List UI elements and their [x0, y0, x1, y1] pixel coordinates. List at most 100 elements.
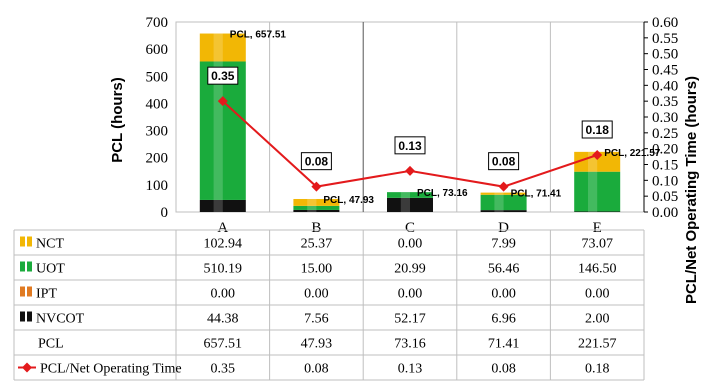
table-cell: 0.18: [585, 362, 610, 377]
bar-highlight: [588, 171, 598, 212]
y2-tick-label: 0.00: [652, 205, 678, 221]
bar-nct: [293, 198, 340, 206]
table-cell: 71.41: [488, 337, 520, 352]
legend-key-uot: [20, 261, 25, 272]
ratio-point: [498, 181, 509, 192]
x-tick-label: C: [405, 220, 415, 236]
bar-highlight: [494, 192, 504, 195]
y-tick-label: 700: [146, 15, 169, 31]
legend-key-ipt: [27, 286, 32, 297]
table-row-label: NVCOT: [36, 312, 85, 327]
y-tick-label: 100: [146, 178, 169, 194]
y2-tick-label: 0.35: [652, 94, 678, 110]
axes: 01002003004005006007000.000.050.100.150.…: [146, 15, 679, 236]
legend-key-nvcot: [20, 311, 25, 322]
y2-tick-label: 0.25: [652, 126, 678, 142]
ratio-label-box: [581, 120, 613, 139]
pcl-data-label: PCL, 221.57: [604, 148, 661, 159]
bar-highlight: [588, 211, 598, 212]
bar-uot: [480, 194, 527, 211]
table-cell: 47.93: [301, 337, 333, 352]
y2-tick-label: 0.50: [652, 47, 678, 63]
bar-highlight: [494, 210, 504, 212]
table-cell: 0.00: [304, 287, 329, 302]
y2-axis-title: PCL/Net Operating Time (hours): [683, 76, 700, 304]
bar-highlight: [213, 61, 223, 200]
bar-uot: [293, 205, 340, 210]
y-axis-title: PCL (hours): [109, 77, 126, 163]
y2-tick-label: 0.15: [652, 158, 678, 174]
y2-tick-label: 0.45: [652, 63, 678, 79]
legend-key-nct: [20, 236, 25, 247]
table-row-label: PCL: [38, 337, 64, 352]
table-row-label: PCL/Net Operating Time: [40, 362, 182, 377]
legend-key-nct: [27, 236, 32, 247]
ratio-point: [405, 165, 415, 176]
table-cell: 73.07: [581, 237, 613, 252]
bar-highlight: [400, 197, 410, 212]
table-row-label: IPT: [36, 287, 57, 302]
ratio-point: [217, 96, 228, 107]
ratio-data-label: 0.13: [398, 139, 422, 153]
bar-nvcot: [199, 199, 246, 212]
bar-highlight: [213, 33, 223, 62]
table-cell: 0.00: [398, 237, 423, 252]
ratio-label-box: [207, 66, 239, 85]
table-cell: 0.13: [398, 362, 423, 377]
table-cell: 0.00: [398, 287, 423, 302]
ratio-label-box: [394, 136, 426, 155]
pcl-data-label: PCL, 47.93: [323, 195, 374, 206]
bar-highlight: [588, 151, 598, 172]
y-tick-label: 0: [161, 205, 169, 221]
bar-nvcot: [574, 211, 621, 212]
ratio-data-label: 0.35: [211, 69, 235, 83]
ratio-label-box: [300, 152, 332, 171]
table-cell: 25.37: [301, 237, 333, 252]
stacked-bars: [199, 33, 621, 212]
table-cell: 7.99: [491, 237, 516, 252]
ratio-data-label: 0.08: [305, 155, 329, 169]
table-cell: 0.08: [304, 362, 329, 377]
table-cell: 44.38: [207, 312, 239, 327]
x-tick-label: B: [311, 220, 321, 236]
pcl-data-label: PCL, 657.51: [230, 30, 287, 41]
bar-nvcot: [293, 209, 340, 212]
data-labels: PCL, 657.51 PCL, 47.93 PCL, 73.16 PCL, 71.4…: [207, 30, 661, 206]
y2-tick-label: 0.55: [652, 31, 678, 47]
y2-tick-label: 0.30: [652, 110, 678, 126]
bar-nct: [199, 33, 246, 62]
table-cell: 52.17: [394, 312, 426, 327]
table-cell: 102.94: [204, 237, 243, 252]
ratio-data-label: 0.08: [492, 155, 516, 169]
table-row-label: NCT: [36, 237, 64, 252]
table-cell: 6.96: [491, 312, 516, 327]
bar-nct: [480, 192, 527, 195]
pcl-data-label: PCL, 71.41: [511, 189, 562, 200]
y-tick-label: 600: [146, 42, 169, 58]
ratio-point: [592, 150, 603, 160]
ratio-line: [217, 96, 603, 192]
legend-key-uot: [27, 261, 32, 272]
y2-tick-label: 0.20: [652, 142, 678, 158]
table-cell: 15.00: [301, 262, 333, 277]
bar-highlight: [307, 209, 317, 212]
table-cell: 73.16: [394, 337, 426, 352]
bar-highlight: [400, 192, 410, 198]
ratio-label-box: [488, 152, 520, 171]
y-tick-label: 200: [146, 151, 169, 167]
bar-uot: [387, 192, 433, 198]
table-cell: 221.57: [578, 337, 617, 352]
table-cell: 56.46: [488, 262, 520, 277]
legend-key-ipt: [20, 286, 25, 297]
table-cell: 0.00: [585, 287, 610, 302]
bar-highlight: [213, 199, 223, 212]
bar-highlight: [307, 198, 317, 206]
table-cell: 0.00: [491, 287, 516, 302]
table-cell: 0.00: [211, 287, 236, 302]
y2-tick-label: 0.10: [652, 173, 678, 189]
table-cell: 0.35: [211, 362, 236, 377]
table-cell: 7.56: [304, 312, 329, 327]
table-cell: 510.19: [204, 262, 243, 277]
data-table: NCT 102.94 25.37 0.00 7.99 73.07 UOT 510.19 15.0…: [13, 229, 645, 381]
